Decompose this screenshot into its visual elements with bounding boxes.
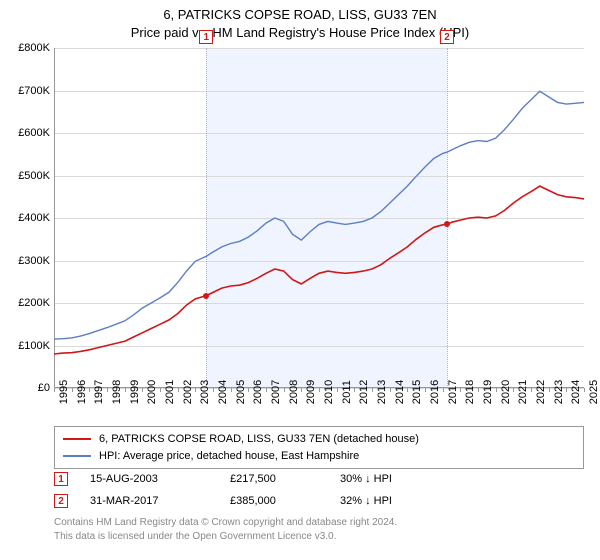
sales-row-marker: 1 (54, 472, 68, 486)
x-tick-label: 2005 (235, 380, 247, 404)
x-tick-label: 1997 (93, 380, 105, 404)
title-subtitle: Price paid vs. HM Land Registry's House … (0, 24, 600, 42)
x-tick-label: 2017 (447, 380, 459, 404)
sales-row-delta: 30% ↓ HPI (340, 473, 460, 485)
sale-marker-1: 1 (199, 30, 213, 44)
y-tick-label: £700K (18, 85, 50, 97)
x-tick-label: 2008 (288, 380, 300, 404)
x-tick-label: 2025 (588, 380, 600, 404)
y-tick-label: £600K (18, 127, 50, 139)
x-tick-label: 2002 (182, 380, 194, 404)
x-tick-label: 2019 (482, 380, 494, 404)
footer-line-1: Contains HM Land Registry data © Crown c… (54, 516, 584, 530)
x-tick-label: 2004 (217, 380, 229, 404)
x-tick-label: 2009 (305, 380, 317, 404)
sale-marker-2: 2 (440, 30, 454, 44)
x-tick-label: 2014 (394, 380, 406, 404)
x-tick-label: 2007 (270, 380, 282, 404)
x-tick-label: 2010 (323, 380, 335, 404)
x-tick-label: 2015 (411, 380, 423, 404)
y-tick-label: £800K (18, 42, 50, 54)
footer-line-2: This data is licensed under the Open Gov… (54, 530, 584, 544)
x-tick-label: 2022 (535, 380, 547, 404)
x-tick-label: 2013 (376, 380, 388, 404)
y-tick-label: £400K (18, 212, 50, 224)
x-tick-label: 2018 (464, 380, 476, 404)
footer-attribution: Contains HM Land Registry data © Crown c… (54, 516, 584, 543)
y-tick-label: £200K (18, 297, 50, 309)
x-tick-label: 1998 (111, 380, 123, 404)
chart-area: 12 £0£100K£200K£300K£400K£500K£600K£700K… (54, 48, 584, 388)
sales-row: 1 15-AUG-2003£217,50030% ↓ HPI (54, 468, 584, 490)
title-address: 6, PATRICKS COPSE ROAD, LISS, GU33 7EN (0, 6, 600, 24)
x-tick-label: 2003 (199, 380, 211, 404)
x-tick-label: 2001 (164, 380, 176, 404)
x-tick-label: 2021 (517, 380, 529, 404)
sales-row-price: £385,000 (230, 495, 340, 507)
title-block: 6, PATRICKS COPSE ROAD, LISS, GU33 7EN P… (0, 0, 600, 42)
sales-row-delta: 32% ↓ HPI (340, 495, 460, 507)
x-tick-label: 2012 (358, 380, 370, 404)
y-tick-label: £500K (18, 170, 50, 182)
x-tick-label: 1999 (129, 380, 141, 404)
legend-label: HPI: Average price, detached house, East… (99, 448, 359, 465)
x-tick-label: 2011 (341, 380, 353, 404)
sales-row-date: 31-MAR-2017 (90, 495, 230, 507)
chart-lines (54, 48, 584, 388)
x-tick-label: 1996 (76, 380, 88, 404)
x-tick-label: 2023 (553, 380, 565, 404)
sale-dot-2 (444, 221, 450, 227)
x-tick-label: 1995 (58, 380, 70, 404)
sale-dot-1 (203, 293, 209, 299)
x-tick-label: 2000 (146, 380, 158, 404)
x-tick-label: 2006 (252, 380, 264, 404)
y-tick-label: £100K (18, 340, 50, 352)
x-tick-label: 2020 (500, 380, 512, 404)
sales-row-price: £217,500 (230, 473, 340, 485)
series-hpi (54, 91, 584, 339)
x-tick-label: 2016 (429, 380, 441, 404)
sales-row-date: 15-AUG-2003 (90, 473, 230, 485)
y-tick-label: £300K (18, 255, 50, 267)
x-tick-label: 2024 (570, 380, 582, 404)
sales-row-marker: 2 (54, 494, 68, 508)
legend-swatch (63, 438, 91, 440)
legend: 6, PATRICKS COPSE ROAD, LISS, GU33 7EN (… (54, 426, 584, 469)
series-property (54, 186, 584, 354)
legend-row: 6, PATRICKS COPSE ROAD, LISS, GU33 7EN (… (63, 431, 575, 448)
sales-table: 1 15-AUG-2003£217,50030% ↓ HPI 2 31-MAR-201… (54, 468, 584, 512)
y-tick-label: £0 (38, 382, 50, 394)
legend-label: 6, PATRICKS COPSE ROAD, LISS, GU33 7EN (… (99, 431, 419, 448)
legend-swatch (63, 455, 91, 457)
legend-row: HPI: Average price, detached house, East… (63, 448, 575, 465)
sales-row: 2 31-MAR-2017£385,00032% ↓ HPI (54, 490, 584, 512)
